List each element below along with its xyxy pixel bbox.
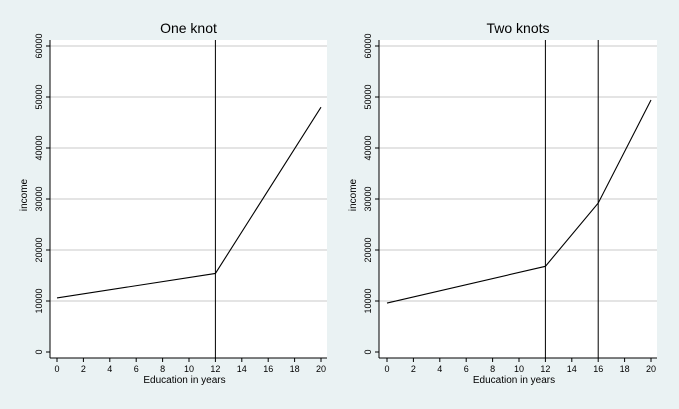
x-tick-label: 18 [290,364,300,374]
x-tick-label: 0 [384,364,389,374]
y-tick-label: 20000 [363,237,373,262]
y-tick-label: 60000 [34,33,44,58]
chart-panel-2: 0 10000 20000 30000 40000 50000 60000 0 2 4 6 8 10 12… [348,20,657,386]
x-tick-label: 6 [134,364,139,374]
x-tick-label: 12 [540,364,550,374]
y-tick-label: 50000 [34,84,44,109]
x-tick-label: 8 [490,364,495,374]
x-axis-title: Education in years [473,375,555,386]
y-axis-title: income [19,178,30,211]
x-tick-label: 18 [620,364,630,374]
x-axis-title: Education in years [143,375,225,386]
y-tick-label: 30000 [363,186,373,211]
x-tick-label: 8 [160,364,165,374]
y-tick-label: 10000 [363,288,373,313]
y-tick-label: 0 [34,349,44,354]
y-tick-label: 40000 [363,135,373,160]
x-tick-label: 4 [437,364,442,374]
x-tick-label: 12 [210,364,220,374]
y-tick-label: 40000 [34,135,44,160]
x-tick-label: 2 [411,364,416,374]
y-tick-label: 60000 [363,33,373,58]
x-tick-label: 16 [593,364,603,374]
x-tick-label: 16 [263,364,273,374]
y-tick-label: 30000 [34,186,44,211]
x-tick-label: 4 [107,364,112,374]
x-tick-label: 10 [184,364,194,374]
y-tick-label: 0 [363,349,373,354]
series-line [386,99,652,304]
y-tick-label: 50000 [363,84,373,109]
x-tick-label: 10 [514,364,524,374]
panel-title: Two knots [486,20,549,36]
x-tick-label: 14 [567,364,577,374]
y-axis-title: income [348,178,359,211]
series-line [56,106,322,299]
y-tick-label: 10000 [34,288,44,313]
x-tick-label: 20 [316,364,326,374]
panel-title: One knot [160,20,217,36]
x-tick-label: 2 [81,364,86,374]
x-tick-label: 6 [464,364,469,374]
x-tick-label: 0 [54,364,59,374]
x-tick-label: 20 [646,364,656,374]
chart-panel-1: 0 10000 20000 30000 40000 50000 60000 0 2 4 6 8 10 12… [19,20,327,386]
x-tick-label: 14 [237,364,247,374]
y-tick-label: 20000 [34,237,44,262]
